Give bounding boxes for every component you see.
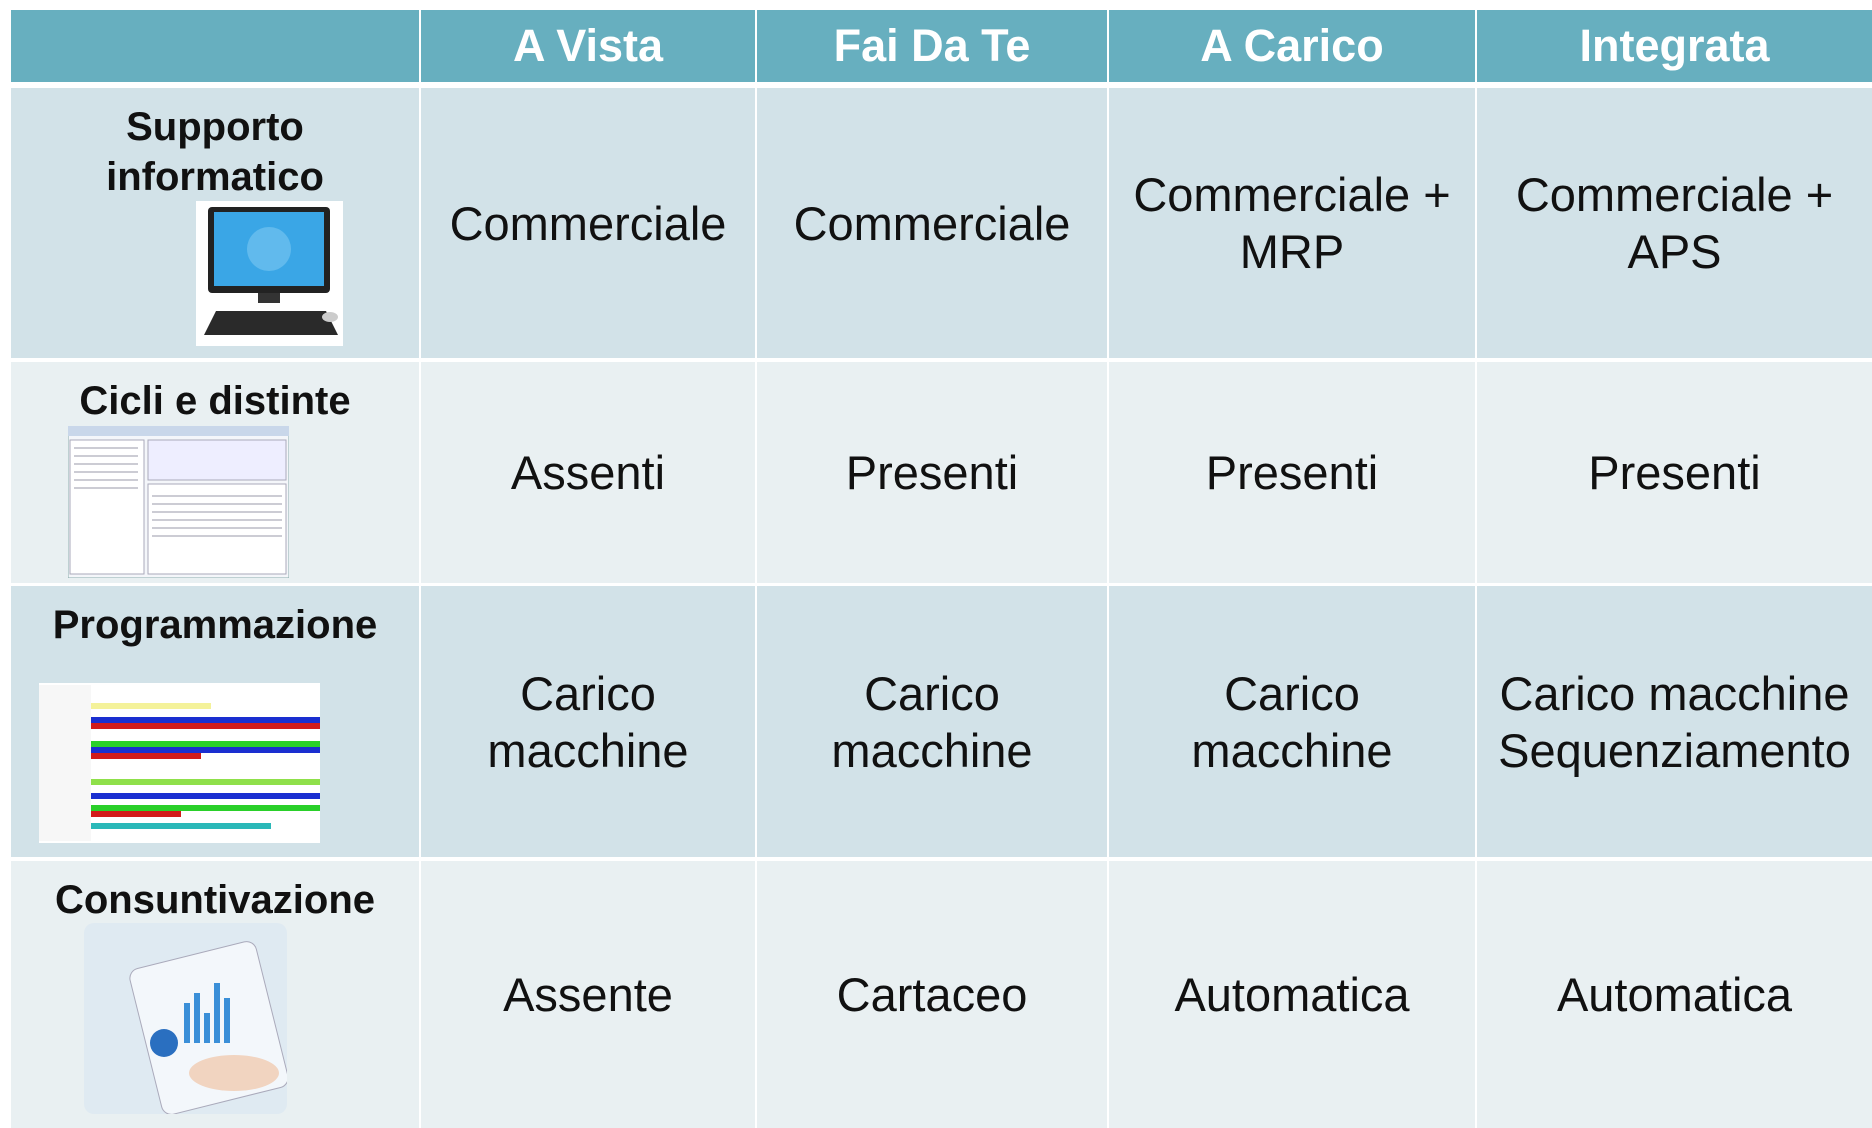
column-header-text: Integrata [1579, 20, 1770, 71]
table-cell: Commerciale + MRP [1109, 88, 1475, 358]
cell-text-line: Assenti [510, 446, 666, 499]
row-label-line: Supporto [126, 105, 304, 149]
cell-text-line: macchine [487, 723, 689, 777]
cell-text-line: Carico [864, 666, 1000, 720]
table-cell: Commerciale + APS [1477, 88, 1872, 358]
table-cell: Carico macchine Sequenziamento [1477, 586, 1872, 857]
header-corner [11, 10, 419, 82]
table-cell: Presenti [1109, 362, 1475, 583]
table-cell: Carico macchine [421, 586, 755, 857]
column-header-text: Fai Da Te [833, 20, 1031, 71]
cell-text-line: macchine [1191, 723, 1393, 777]
cell-text-line: macchine [831, 723, 1033, 777]
cell-text-line: Presenti [1588, 446, 1761, 499]
gantt-icon [39, 683, 320, 843]
cell-text-line: Automatica [1174, 968, 1410, 1021]
column-header-text: A Vista [512, 20, 664, 71]
table-cell: Automatica [1109, 861, 1475, 1128]
table-cell: Assenti [421, 362, 755, 583]
table-cell: Commerciale [757, 88, 1107, 358]
cell-text-line: Cartaceo [836, 968, 1028, 1021]
row-label-line: Cicli e distinte [79, 379, 351, 423]
cell-text-line: MRP [1239, 225, 1345, 278]
cell-text-line: Commerciale + [1515, 168, 1834, 221]
cell-text-line: Presenti [845, 446, 1019, 499]
cell-text-line: Carico [1224, 666, 1360, 720]
cell-text-line: Commerciale [449, 196, 727, 250]
column-header: Integrata [1477, 10, 1872, 82]
tablet-photo-icon [84, 923, 287, 1114]
bom-screenshot-icon [68, 426, 289, 578]
cell-text-line: APS [1627, 225, 1722, 278]
cell-text-line: Presenti [1205, 446, 1379, 499]
column-header: A Vista [421, 10, 755, 82]
cell-text-line: Sequenziamento [1498, 723, 1851, 777]
row-label-line: Programmazione [52, 603, 378, 647]
cell-text-line: Commerciale + [1133, 168, 1451, 221]
table-cell: Cartaceo [757, 861, 1107, 1128]
cell-text-line: Commerciale [793, 196, 1071, 250]
cell-text-line: Assente [503, 968, 673, 1021]
table-cell: Automatica [1477, 861, 1872, 1128]
row-label-line: Consuntivazione [54, 878, 376, 922]
table-cell: Carico macchine [757, 586, 1107, 857]
column-header: Fai Da Te [757, 10, 1107, 82]
table-cell: Commerciale [421, 88, 755, 358]
cell-text-line: Carico [520, 666, 656, 720]
table-cell: Presenti [757, 362, 1107, 583]
row-label-line: informatico [106, 155, 324, 199]
table-cell: Presenti [1477, 362, 1872, 583]
table-cell: Carico macchine [1109, 586, 1475, 857]
table-cell: Assente [421, 861, 755, 1128]
column-header-text: A Carico [1200, 20, 1384, 71]
cell-text-line: Carico macchine [1499, 666, 1850, 720]
column-header: A Carico [1109, 10, 1475, 82]
computer-icon [196, 201, 343, 346]
cell-text-line: Automatica [1556, 968, 1793, 1021]
